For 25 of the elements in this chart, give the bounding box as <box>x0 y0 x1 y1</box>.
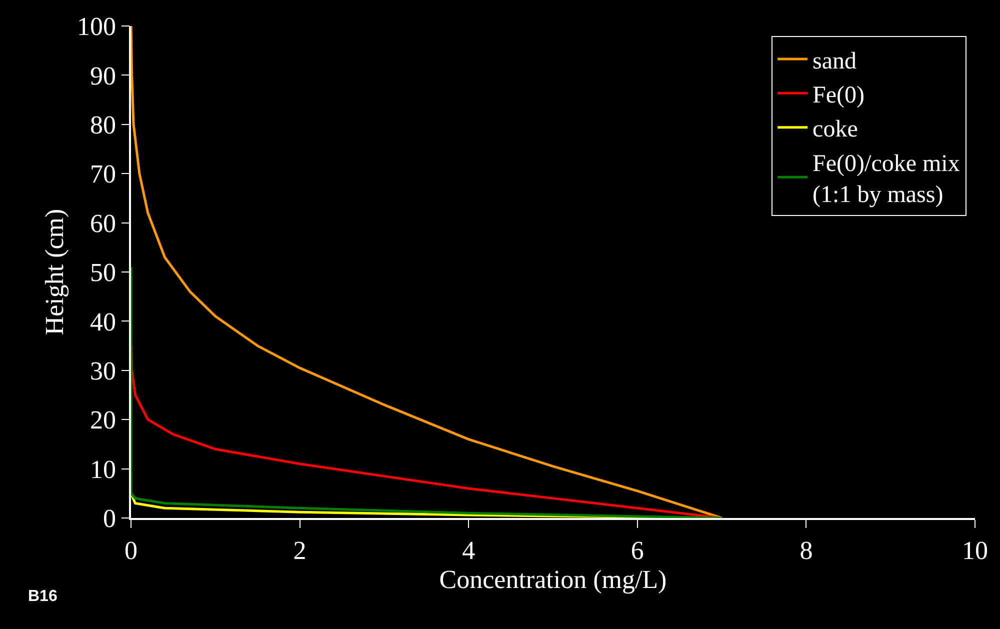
y-tick-label: 30 <box>90 356 116 386</box>
y-axis-title: Height (cm) <box>40 208 69 336</box>
y-tick-label: 80 <box>90 110 116 140</box>
x-tick-label: 2 <box>293 536 306 565</box>
y-tick-label: 20 <box>90 406 116 435</box>
y-tick-label: 90 <box>90 61 116 90</box>
text: B16 <box>28 588 58 605</box>
y-tick-label: 10 <box>90 454 116 484</box>
legend-label: coke <box>812 116 858 143</box>
line-series <box>131 266 724 518</box>
y-tick-label: 0 <box>103 504 116 534</box>
legend-label: Fe(0)/coke mix (1:1 by mass) <box>812 150 960 208</box>
y-tick-label: 60 <box>90 208 116 238</box>
legend-label: Fe(0) <box>812 82 865 108</box>
x-tick-label: 0 <box>124 536 138 565</box>
x-tick-label: 8 <box>800 536 813 565</box>
y-tick-label: 70 <box>90 160 116 189</box>
y-tick-label: 100 <box>77 12 116 42</box>
x-tick-label: 10 <box>962 536 988 565</box>
y-tick-label: 40 <box>90 307 116 336</box>
x-tick-label: 4 <box>462 536 476 565</box>
legend-label: sand <box>812 48 857 74</box>
x-tick-label: 6 <box>630 536 644 565</box>
x-axis-title: Concentration (mg/L) <box>439 564 667 594</box>
y-tick-label: 50 <box>90 258 116 288</box>
